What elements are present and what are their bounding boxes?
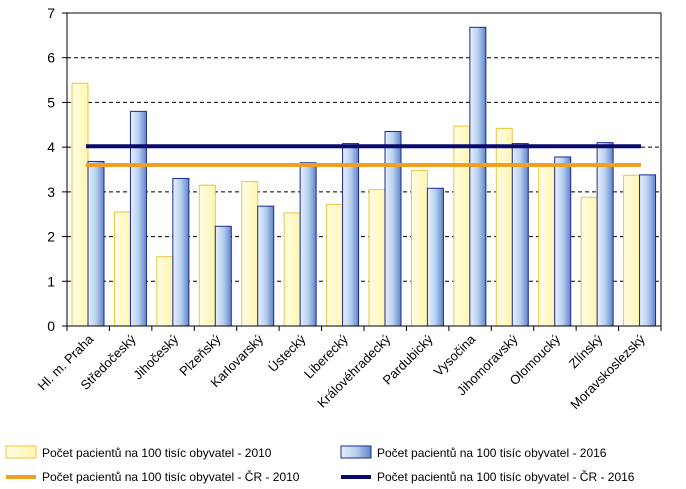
bar-2010 bbox=[538, 164, 556, 327]
bar-2016 bbox=[426, 187, 444, 327]
bar-2016 bbox=[172, 177, 190, 327]
y-tick-label: 1 bbox=[47, 273, 55, 289]
bar-2016 bbox=[639, 174, 657, 327]
legend-item-2010: Počet pacientů na 100 tisíc obyvatel - 2… bbox=[5, 445, 272, 460]
bar-2010 bbox=[198, 184, 216, 327]
y-tick-label: 4 bbox=[47, 139, 55, 155]
bar-2016 bbox=[342, 143, 360, 327]
legend-swatch-2016 bbox=[340, 445, 372, 459]
legend-item-2016: Počet pacientů na 100 tisíc obyvatel - 2… bbox=[340, 445, 607, 460]
bar-2016 bbox=[596, 142, 614, 327]
legend-item-cr-2016: Počet pacientů na 100 tisíc obyvatel - Č… bbox=[341, 469, 635, 484]
legend-swatch-2010 bbox=[5, 445, 37, 459]
category-label: Moravskoslezský bbox=[567, 331, 648, 412]
y-tick-label: 6 bbox=[47, 50, 55, 66]
y-tick-label: 0 bbox=[47, 318, 55, 334]
bar-2010 bbox=[368, 189, 386, 327]
bar-2010 bbox=[326, 203, 344, 327]
y-tick-label: 7 bbox=[47, 5, 55, 21]
y-tick-label: 5 bbox=[47, 94, 55, 110]
bar-2016 bbox=[469, 26, 487, 327]
bar-2010 bbox=[283, 212, 301, 327]
bar-2016 bbox=[384, 130, 402, 327]
bar-2016 bbox=[299, 162, 317, 327]
category-label: Zlínský bbox=[566, 331, 606, 371]
legend: Počet pacientů na 100 tisíc obyvatel - 2… bbox=[5, 445, 635, 484]
bar-2016 bbox=[554, 156, 572, 327]
legend-label-2010: Počet pacientů na 100 tisíc obyvatel - 2… bbox=[42, 446, 272, 460]
category-label: Jihočeský bbox=[130, 331, 181, 382]
bar-2016 bbox=[511, 143, 529, 327]
bar-2010 bbox=[113, 211, 131, 327]
category-label: Královéhradecký bbox=[314, 331, 393, 410]
bar-2010 bbox=[156, 256, 174, 327]
bar-2010 bbox=[495, 127, 513, 327]
category-labels: Hl. m. PrahaStředočeskýJihočeskýPlzeňský… bbox=[35, 331, 649, 412]
bar-2016 bbox=[257, 205, 275, 327]
legend-label-cr-2010: Počet pacientů na 100 tisíc obyvatel - Č… bbox=[42, 469, 300, 484]
bar-2016 bbox=[129, 110, 147, 327]
bar-2010 bbox=[410, 169, 428, 327]
legend-item-cr-2010: Počet pacientů na 100 tisíc obyvatel - Č… bbox=[6, 469, 300, 484]
y-tick-label: 2 bbox=[47, 229, 55, 245]
bar-2010 bbox=[623, 174, 641, 327]
bars bbox=[71, 26, 657, 327]
bar-2010 bbox=[453, 125, 471, 327]
bar-2010 bbox=[580, 196, 598, 327]
bar-2016 bbox=[214, 225, 232, 327]
reference-lines bbox=[86, 144, 641, 168]
legend-label-cr-2016: Počet pacientů na 100 tisíc obyvatel - Č… bbox=[377, 469, 635, 484]
legend-label-2016: Počet pacientů na 100 tisíc obyvatel - 2… bbox=[377, 446, 607, 460]
bar-2010 bbox=[241, 181, 259, 327]
bar-2010 bbox=[71, 82, 89, 327]
axes bbox=[62, 12, 662, 331]
y-tick-labels: 0 1 2 3 4 5 6 7 bbox=[47, 5, 55, 334]
bar-2016 bbox=[87, 160, 105, 327]
y-tick-label: 3 bbox=[47, 184, 55, 200]
